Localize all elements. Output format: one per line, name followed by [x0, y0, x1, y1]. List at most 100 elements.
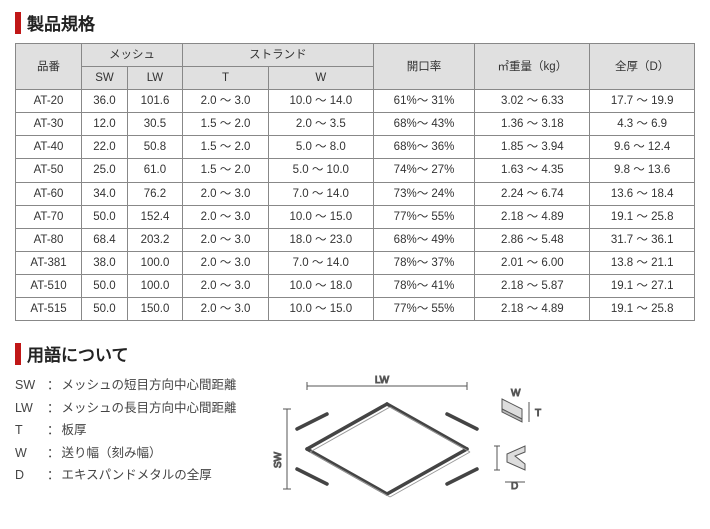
cell-d: 19.1 ～ 25.8 [590, 205, 695, 228]
term-row: SW：メッシュの短目方向中心間距離 [15, 374, 237, 397]
th-w: W [269, 67, 374, 90]
th-weight: ㎡重量（kg） [475, 44, 590, 90]
cell-open: 68%～ 43% [373, 113, 475, 136]
cell-d: 17.7 ～ 19.9 [590, 90, 695, 113]
cell-d: 9.6 ～ 12.4 [590, 136, 695, 159]
cell-part: AT-60 [16, 182, 82, 205]
cell-w: 2.0 ～ 3.5 [269, 113, 374, 136]
cell-part: AT-30 [16, 113, 82, 136]
table-row: AT-4022.050.81.5 ～ 2.05.0 ～ 8.068%～ 36%1… [16, 136, 695, 159]
cell-open: 77%～ 55% [373, 298, 475, 321]
cell-part: AT-515 [16, 298, 82, 321]
table-row: AT-3012.030.51.5 ～ 2.02.0 ～ 3.568%～ 43%1… [16, 113, 695, 136]
cell-w: 10.0 ～ 18.0 [269, 274, 374, 297]
cell-d: 9.8 ～ 13.6 [590, 159, 695, 182]
cell-lw: 101.6 [127, 90, 182, 113]
cell-part: AT-50 [16, 159, 82, 182]
cell-w: 7.0 ～ 14.0 [269, 251, 374, 274]
cell-w: 5.0 ～ 10.0 [269, 159, 374, 182]
term-key: T [15, 419, 45, 442]
term-key: D [15, 464, 45, 487]
table-row: AT-51550.0150.02.0 ～ 3.010.0 ～ 15.077%～ … [16, 298, 695, 321]
cell-d: 13.8 ～ 21.1 [590, 251, 695, 274]
cell-sw: 50.0 [82, 298, 128, 321]
th-t: T [183, 67, 269, 90]
cell-open: 68%～ 36% [373, 136, 475, 159]
cell-wt: 1.85 ～ 3.94 [475, 136, 590, 159]
term-key: W [15, 442, 45, 465]
table-row: AT-7050.0152.42.0 ～ 3.010.0 ～ 15.077%～ 5… [16, 205, 695, 228]
cell-open: 77%～ 55% [373, 205, 475, 228]
cell-sw: 22.0 [82, 136, 128, 159]
term-key: SW [15, 374, 45, 397]
cell-wt: 2.01 ～ 6.00 [475, 251, 590, 274]
cell-open: 74%～ 27% [373, 159, 475, 182]
table-row: AT-8068.4203.22.0 ～ 3.018.0 ～ 23.068%～ 4… [16, 228, 695, 251]
table-row: AT-6034.076.22.0 ～ 3.07.0 ～ 14.073%～ 24%… [16, 182, 695, 205]
cell-wt: 2.18 ～ 5.87 [475, 274, 590, 297]
cell-t: 1.5 ～ 2.0 [183, 113, 269, 136]
cell-t: 2.0 ～ 3.0 [183, 205, 269, 228]
cell-sw: 36.0 [82, 90, 128, 113]
cell-d: 19.1 ～ 25.8 [590, 298, 695, 321]
cell-part: AT-80 [16, 228, 82, 251]
cell-open: 61%～ 31% [373, 90, 475, 113]
term-sep: ： [47, 464, 60, 487]
th-sw: SW [82, 67, 128, 90]
cell-lw: 76.2 [127, 182, 182, 205]
cell-d: 19.1 ～ 27.1 [590, 274, 695, 297]
cell-wt: 2.18 ～ 4.89 [475, 205, 590, 228]
th-strand: ストランド [183, 44, 374, 67]
th-mesh: メッシュ [82, 44, 183, 67]
terms-list: SW：メッシュの短目方向中心間距離LW：メッシュの長目方向中心間距離T：板厚W：… [15, 374, 237, 487]
cell-t: 2.0 ～ 3.0 [183, 274, 269, 297]
cell-part: AT-510 [16, 274, 82, 297]
table-row: AT-5025.061.01.5 ～ 2.05.0 ～ 10.074%～ 27%… [16, 159, 695, 182]
cell-open: 73%～ 24% [373, 182, 475, 205]
cell-lw: 50.8 [127, 136, 182, 159]
cell-lw: 150.0 [127, 298, 182, 321]
label-sw: SW [273, 452, 284, 469]
cell-w: 10.0 ～ 15.0 [269, 205, 374, 228]
cell-part: AT-70 [16, 205, 82, 228]
cell-wt: 2.18 ～ 4.89 [475, 298, 590, 321]
cell-t: 2.0 ～ 3.0 [183, 298, 269, 321]
cell-sw: 68.4 [82, 228, 128, 251]
term-sep: ： [47, 442, 60, 465]
spec-table: 品番 メッシュ ストランド 開口率 ㎡重量（kg） 全厚（D） SW LW T … [15, 43, 695, 321]
term-row: LW：メッシュの長目方向中心間距離 [15, 397, 237, 420]
cell-lw: 30.5 [127, 113, 182, 136]
cell-wt: 2.86 ～ 5.48 [475, 228, 590, 251]
cell-t: 2.0 ～ 3.0 [183, 182, 269, 205]
term-row: W：送り幅（刻み幅） [15, 442, 237, 465]
cell-wt: 1.63 ～ 4.35 [475, 159, 590, 182]
term-row: D：エキスパンドメタルの全厚 [15, 464, 237, 487]
cell-wt: 3.02 ～ 6.33 [475, 90, 590, 113]
th-thickness: 全厚（D） [590, 44, 695, 90]
spec-heading: 製品規格 [27, 10, 95, 35]
cell-w: 18.0 ～ 23.0 [269, 228, 374, 251]
term-key: LW [15, 397, 45, 420]
label-w: W [511, 388, 521, 399]
section-title-terms: 用語について [15, 341, 695, 366]
mesh-diagram: LW SW [267, 374, 695, 519]
cell-lw: 61.0 [127, 159, 182, 182]
label-lw: LW [374, 375, 389, 386]
th-part: 品番 [16, 44, 82, 90]
cell-sw: 34.0 [82, 182, 128, 205]
th-lw: LW [127, 67, 182, 90]
cell-part: AT-40 [16, 136, 82, 159]
cell-t: 1.5 ～ 2.0 [183, 159, 269, 182]
cell-w: 10.0 ～ 14.0 [269, 90, 374, 113]
term-desc: メッシュの短目方向中心間距離 [62, 374, 237, 397]
cell-wt: 2.24 ～ 6.74 [475, 182, 590, 205]
cell-part: AT-381 [16, 251, 82, 274]
label-d: D [511, 481, 518, 492]
cell-lw: 100.0 [127, 251, 182, 274]
table-row: AT-51050.0100.02.0 ～ 3.010.0 ～ 18.078%～ … [16, 274, 695, 297]
cell-sw: 38.0 [82, 251, 128, 274]
accent-bar [15, 12, 21, 34]
cell-w: 7.0 ～ 14.0 [269, 182, 374, 205]
term-row: T：板厚 [15, 419, 237, 442]
th-open: 開口率 [373, 44, 475, 90]
